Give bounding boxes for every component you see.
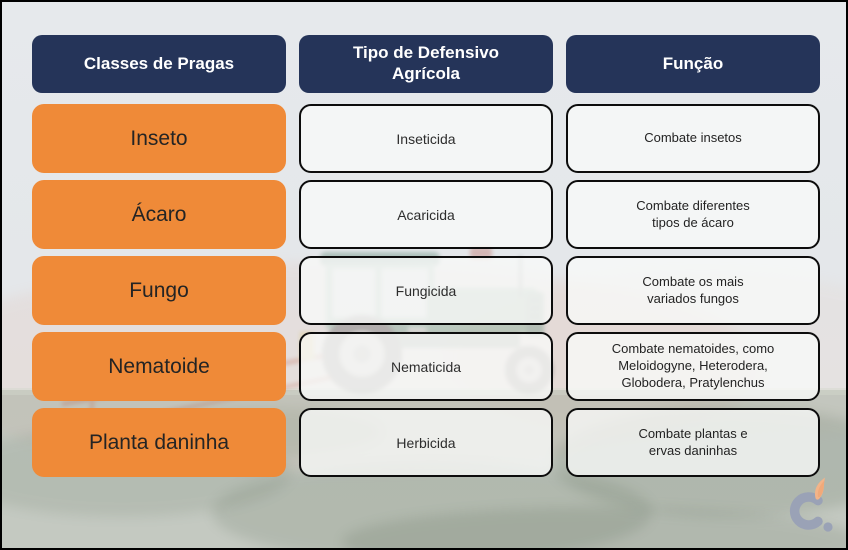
pesticide-cell-inseticida: Inseticida [299, 104, 553, 173]
column-header-pest-classes: Classes de Pragas [32, 35, 286, 93]
function-cell-inseticida: Combate insetos [566, 104, 820, 173]
column-header-function: Função [566, 35, 820, 93]
function-cell-herbicida: Combate plantas e ervas daninhas [566, 408, 820, 477]
pesticide-cell-acaricida: Acaricida [299, 180, 553, 249]
pesticide-cell-fungicida: Fungicida [299, 256, 553, 325]
column-header-pesticide-type: Tipo de Defensivo Agrícola [299, 35, 553, 93]
pesticide-cell-nematicida: Nematicida [299, 332, 553, 401]
function-cell-nematicida: Combate nematoides, como Meloidogyne, He… [566, 332, 820, 401]
pesticide-table: Classes de Pragas Tipo de Defensivo Agrí… [32, 35, 820, 477]
pest-cell-fungo: Fungo [32, 256, 286, 325]
pest-cell-acaro: Ácaro [32, 180, 286, 249]
pest-cell-planta-daninha: Planta daninha [32, 408, 286, 477]
function-cell-acaricida: Combate diferentes tipos de ácaro [566, 180, 820, 249]
pest-cell-inseto: Inseto [32, 104, 286, 173]
brand-c-logo [789, 477, 833, 532]
function-cell-fungicida: Combate os mais variados fungos [566, 256, 820, 325]
pesticide-cell-herbicida: Herbicida [299, 408, 553, 477]
c-mark-icon [789, 477, 833, 532]
pest-cell-nematoide: Nematoide [32, 332, 286, 401]
